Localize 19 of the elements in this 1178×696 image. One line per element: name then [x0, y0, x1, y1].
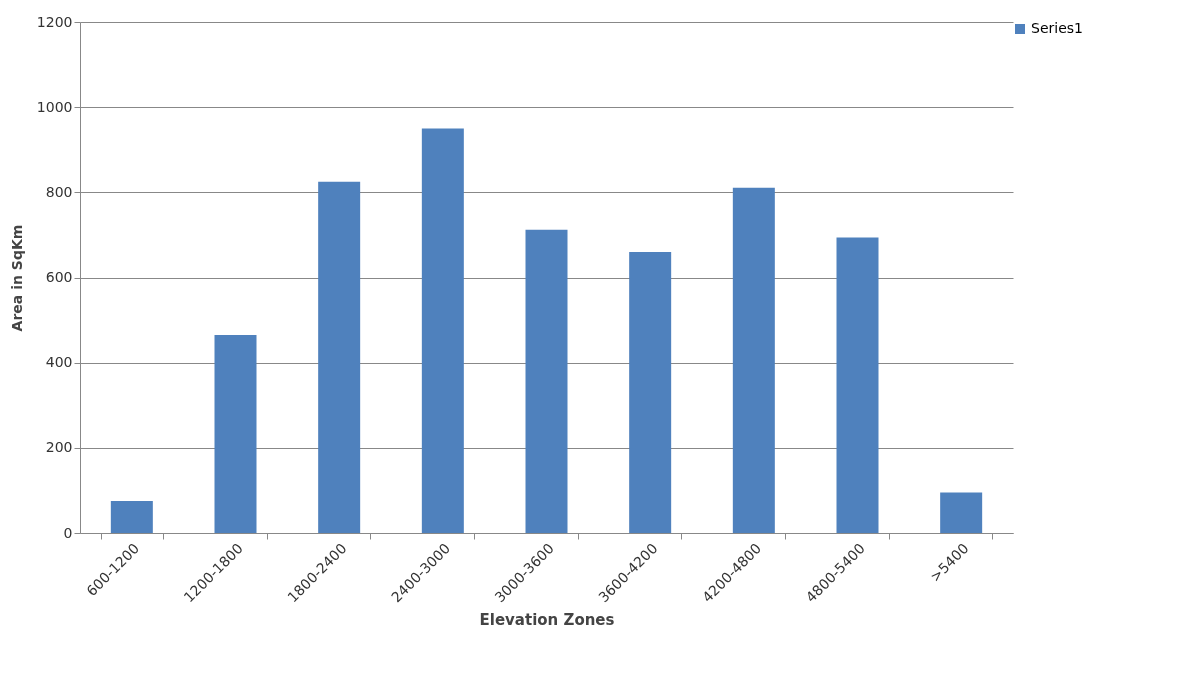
- bar: [214, 334, 257, 533]
- y-tick-label: 1000: [36, 98, 73, 115]
- bar: [836, 237, 879, 533]
- bar: [525, 229, 568, 533]
- bar: [421, 128, 464, 533]
- y-tick-label: 200: [45, 439, 73, 456]
- bar: [732, 187, 775, 533]
- y-tick-label: 600: [45, 269, 73, 285]
- bar: [940, 492, 983, 533]
- bar: [318, 181, 361, 533]
- x-axis-title: Elevation Zones: [479, 611, 615, 630]
- y-tick-label: 1200: [36, 13, 73, 30]
- y-tick-label: 800: [45, 183, 73, 200]
- legend-label: Series1: [1031, 20, 1083, 36]
- y-tick-label: 400: [45, 354, 73, 371]
- y-axis-title: Area in SqKm: [8, 224, 25, 332]
- y-tick-label: 0: [63, 524, 73, 541]
- bar: [110, 501, 153, 533]
- bar: [629, 251, 672, 533]
